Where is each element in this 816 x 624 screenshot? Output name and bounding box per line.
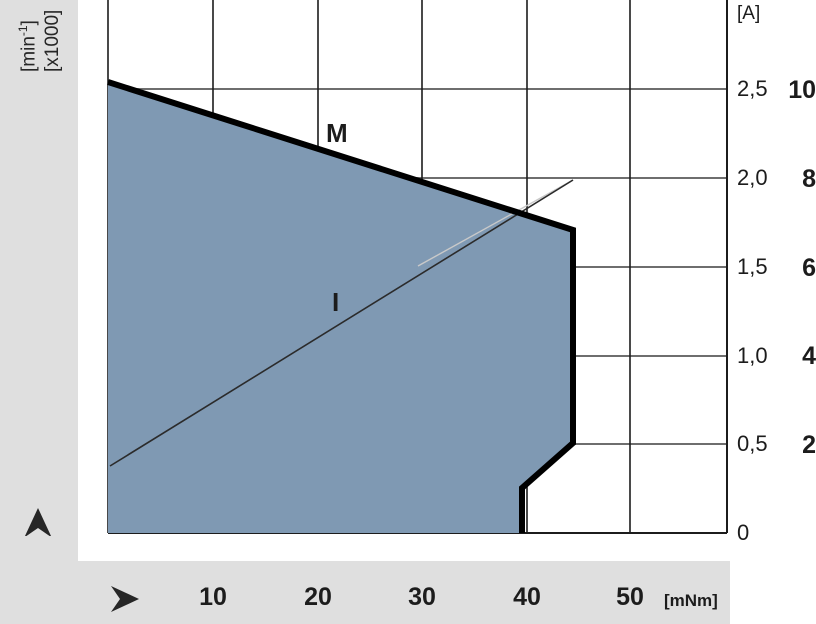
right-axis-unit: [A]: [737, 3, 761, 24]
corner-panel: [0, 561, 78, 624]
x-axis-unit: [mNm]: [664, 591, 718, 610]
curve-label-M: M: [326, 118, 348, 148]
bottom-axis-panel: [78, 561, 730, 624]
curve-label-I: I: [332, 287, 340, 317]
left-axis-unit-x1000: [x1000]: [42, 9, 63, 72]
r-tick-1-0: 1,0: [737, 343, 768, 368]
current-curve-I: [109, 179, 574, 467]
left-axis-unit-rpm: [min-1]: [16, 20, 40, 72]
r-tick-1-5: 1,5: [737, 254, 768, 279]
r-tick-0: 0: [737, 520, 750, 545]
r-tick-0-5: 0,5: [737, 431, 768, 456]
left-axis-panel: [0, 0, 78, 561]
up-arrow-icon-notch: [25, 528, 51, 537]
operating-area-outline: [107, 79, 576, 533]
x-tick-50: 50: [616, 583, 644, 611]
x-tick-30: 30: [408, 583, 436, 611]
r-tick-2-0: 2,0: [737, 165, 768, 190]
x-tick-10: 10: [199, 583, 227, 611]
y-tick-10: 10: [788, 76, 816, 104]
x-tick-40: 40: [513, 583, 541, 611]
y-tick-4: 4: [802, 342, 816, 370]
y-tick-2: 2: [802, 431, 816, 459]
y-tick-8: 8: [802, 165, 816, 193]
current-curve-extension: [417, 179, 574, 267]
x-tick-20: 20: [304, 583, 332, 611]
r-tick-2-5: 2,5: [737, 76, 768, 101]
y-tick-6: 6: [802, 254, 816, 282]
right-arrow-icon-notch: [111, 586, 120, 612]
